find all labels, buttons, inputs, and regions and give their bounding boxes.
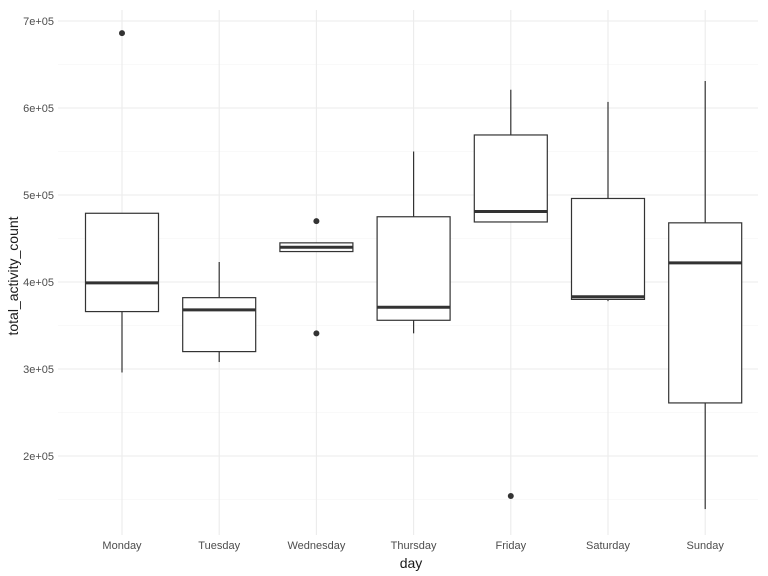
iqr-box <box>182 297 257 353</box>
outlier-point <box>507 493 514 500</box>
y-tick-label: 7e+05 <box>23 16 54 28</box>
box-saturday <box>570 101 646 302</box>
x-tick-label: Saturday <box>586 540 631 552</box>
iqr-box <box>570 197 646 300</box>
x-tick-label: Tuesday <box>198 540 240 552</box>
x-tick-label: Monday <box>102 540 142 552</box>
iqr-box <box>376 216 451 321</box>
box-thursday <box>376 151 451 334</box>
y-tick-label: 5e+05 <box>23 190 54 202</box>
box-monday <box>84 30 160 373</box>
x-tick-label: Friday <box>496 540 527 552</box>
y-axis-ticks: 2e+05 3e+05 4e+05 5e+05 6e+05 7e+05 <box>23 16 54 463</box>
y-axis-title: total_activity_count <box>5 216 21 335</box>
iqr-box <box>84 212 160 313</box>
x-tick-label: Wednesday <box>287 540 345 552</box>
x-tick-label: Thursday <box>391 540 437 552</box>
iqr-box <box>668 222 743 404</box>
box-tuesday <box>182 261 257 363</box>
y-tick-label: 3e+05 <box>23 364 54 376</box>
x-tick-label: Sunday <box>687 540 725 552</box>
box-wednesday <box>279 218 354 337</box>
y-tick-label: 4e+05 <box>23 277 54 289</box>
box-friday <box>473 89 548 500</box>
box-sunday <box>668 81 743 510</box>
outlier-point <box>313 218 320 225</box>
outlier-point <box>119 30 125 37</box>
x-axis-title: day <box>400 555 423 571</box>
x-axis-ticks: Monday Tuesday Wednesday Thursday Friday Satu… <box>102 540 724 552</box>
y-tick-label: 6e+05 <box>23 103 54 115</box>
box-series <box>84 30 743 510</box>
y-tick-label: 2e+05 <box>23 451 54 463</box>
iqr-box <box>473 134 548 223</box>
outlier-point <box>313 330 320 337</box>
